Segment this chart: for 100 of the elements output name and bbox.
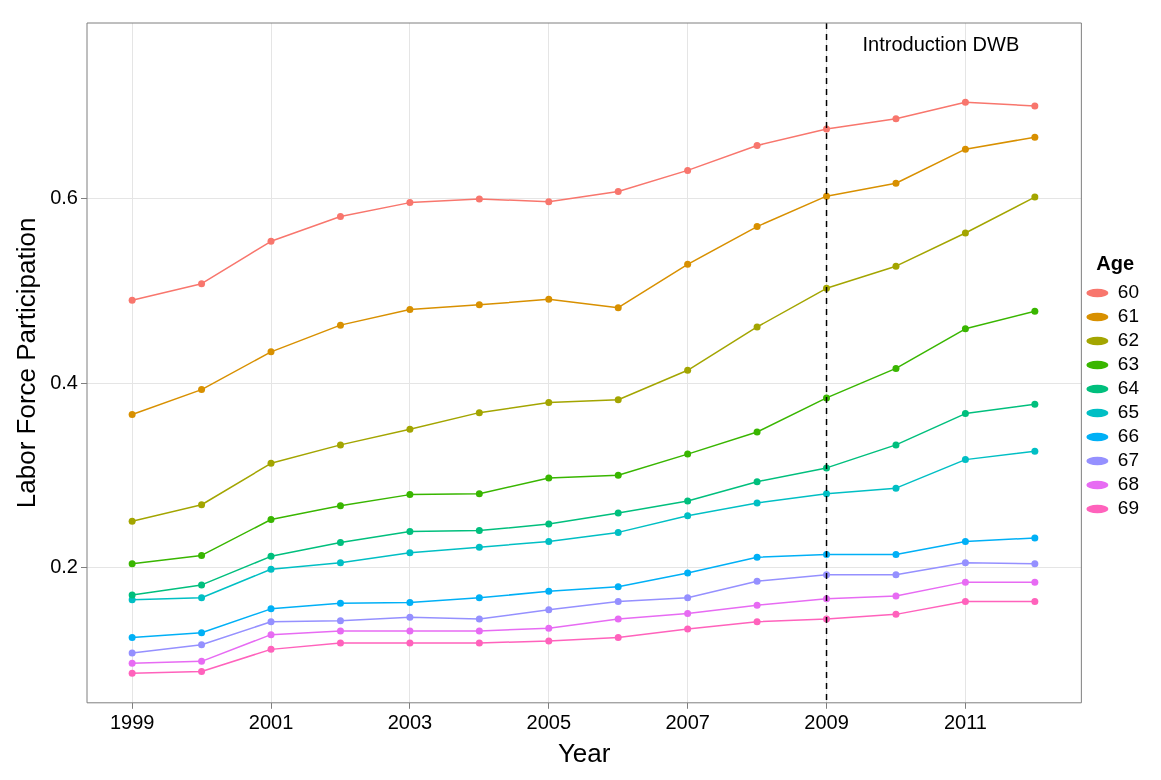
- point: [614, 509, 622, 517]
- point: [475, 195, 483, 203]
- point: [892, 610, 900, 618]
- point: [892, 179, 900, 187]
- point: [823, 192, 831, 200]
- point: [684, 366, 692, 374]
- point: [128, 669, 136, 677]
- point: [1031, 307, 1039, 315]
- point: [406, 549, 414, 557]
- point: [198, 657, 206, 665]
- point: [475, 639, 483, 647]
- point: [961, 456, 969, 464]
- point: [684, 497, 692, 505]
- point: [406, 491, 414, 499]
- point: [267, 631, 275, 639]
- x-axis-title: Year: [557, 737, 611, 768]
- point: [545, 538, 553, 546]
- point: [1031, 400, 1039, 408]
- point: [128, 517, 136, 525]
- legend-label: 63: [1117, 353, 1140, 375]
- point: [198, 594, 206, 602]
- point: [1031, 102, 1039, 110]
- point: [128, 591, 136, 599]
- point: [198, 551, 206, 559]
- point: [128, 649, 136, 657]
- point: [406, 199, 414, 207]
- point: [892, 571, 900, 579]
- point: [892, 592, 900, 600]
- legend-label: 60: [1117, 281, 1140, 303]
- point: [336, 599, 344, 607]
- point: [198, 581, 206, 589]
- point: [961, 229, 969, 237]
- point: [198, 280, 206, 288]
- point: [961, 145, 969, 153]
- point: [614, 615, 622, 623]
- point: [475, 615, 483, 623]
- point: [336, 639, 344, 647]
- point: [267, 645, 275, 653]
- y-tick-label: 0.6: [50, 186, 78, 209]
- point: [475, 594, 483, 602]
- point: [267, 459, 275, 467]
- legend-label: 68: [1117, 473, 1140, 495]
- point: [614, 633, 622, 641]
- point: [545, 295, 553, 303]
- point: [267, 618, 275, 626]
- point: [1031, 560, 1039, 568]
- legend-title: Age: [1096, 252, 1135, 275]
- point: [1031, 578, 1039, 586]
- legend-label: 66: [1117, 425, 1140, 447]
- point: [406, 425, 414, 433]
- point: [1031, 597, 1039, 605]
- point: [267, 565, 275, 573]
- point: [198, 641, 206, 649]
- point: [684, 260, 692, 268]
- x-tick-label: 2003: [387, 711, 433, 734]
- legend-label: 69: [1117, 497, 1140, 519]
- point: [961, 559, 969, 567]
- point: [475, 527, 483, 535]
- point: [892, 262, 900, 270]
- point: [406, 613, 414, 621]
- ref-line-label: Introduction DWB: [862, 32, 1020, 55]
- point: [614, 396, 622, 404]
- point: [406, 527, 414, 535]
- point: [545, 198, 553, 206]
- point: [892, 441, 900, 449]
- point: [961, 98, 969, 106]
- x-tick-label: 2007: [665, 711, 710, 734]
- point: [336, 539, 344, 547]
- legend-label: 62: [1117, 329, 1140, 351]
- point: [475, 490, 483, 498]
- point: [961, 597, 969, 605]
- x-tick-label: 2005: [526, 711, 572, 734]
- point: [753, 577, 761, 585]
- point: [475, 409, 483, 417]
- point: [267, 552, 275, 560]
- point: [753, 223, 761, 231]
- point: [267, 237, 275, 245]
- legend-label: 61: [1117, 305, 1140, 327]
- point: [892, 551, 900, 558]
- point: [684, 512, 692, 520]
- legend-label: 65: [1117, 401, 1140, 423]
- y-axis-title: Labor Force Participation: [10, 217, 41, 509]
- point: [753, 428, 761, 436]
- x-tick-label: 1999: [109, 711, 155, 734]
- point: [545, 520, 553, 528]
- point: [614, 597, 622, 605]
- point: [406, 305, 414, 313]
- point: [614, 528, 622, 536]
- point: [545, 624, 553, 632]
- x-tick-label: 2001: [248, 711, 294, 734]
- point: [406, 639, 414, 647]
- point: [336, 627, 344, 635]
- point: [684, 594, 692, 602]
- point: [1031, 133, 1039, 141]
- point: [823, 125, 831, 133]
- point: [614, 188, 622, 196]
- point: [545, 637, 553, 645]
- point: [753, 323, 761, 331]
- point: [961, 410, 969, 418]
- point: [961, 578, 969, 586]
